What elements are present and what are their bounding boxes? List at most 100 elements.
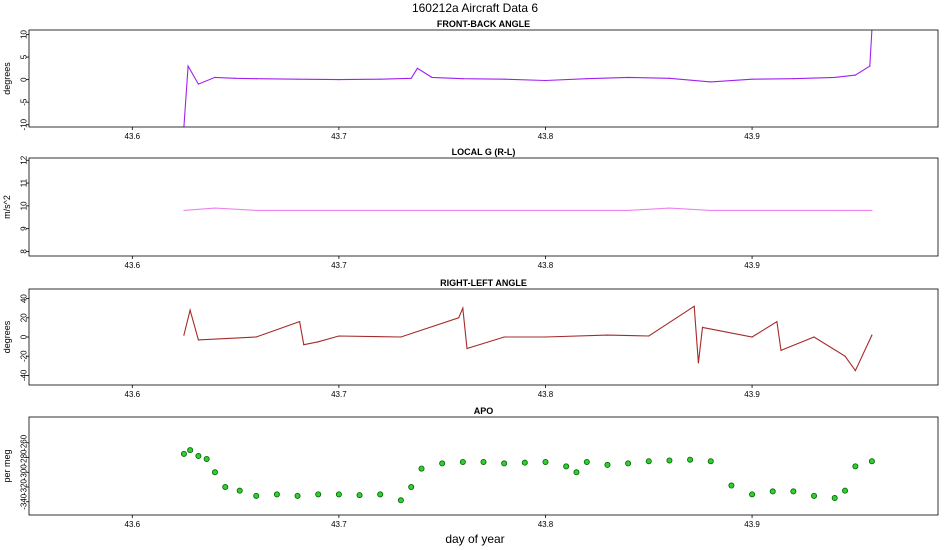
data-point — [751, 209, 753, 212]
data-point — [583, 458, 590, 465]
series-1 — [180, 447, 875, 504]
data-point — [868, 458, 875, 465]
data-point — [255, 336, 257, 338]
y-axis-label: degrees — [2, 62, 12, 95]
data-point — [379, 78, 381, 80]
data-point — [627, 209, 629, 212]
data-point — [503, 78, 505, 80]
data-point — [338, 335, 340, 337]
data-point — [439, 460, 446, 467]
data-point — [466, 347, 468, 350]
panel-title: RIGHT-LEFT ANGLE — [440, 278, 527, 288]
data-point — [842, 487, 849, 494]
data-point — [710, 81, 712, 83]
data-point — [234, 77, 237, 79]
data-point — [462, 209, 464, 212]
data-point — [710, 209, 712, 212]
data-point — [214, 76, 216, 78]
data-point — [563, 463, 570, 470]
panel-4: APO per meg -340-320-300-280-260 43.6 43.7 43… — [2, 406, 939, 529]
panel-1: FRONT-BACK ANGLE degrees -10 -5 0 5 10 43.6 43.7… — [2, 19, 939, 141]
series-line — [183, 305, 873, 372]
data-point — [197, 339, 200, 341]
y-tick-label: -10 — [20, 118, 29, 130]
data-point — [852, 463, 859, 470]
data-point — [501, 460, 508, 467]
y-axis-label: per meg — [2, 449, 12, 482]
data-point — [273, 491, 280, 498]
data-point — [183, 209, 185, 212]
x-tick-label: 43.8 — [538, 390, 554, 399]
data-point — [180, 450, 187, 457]
data-point — [606, 334, 609, 336]
y-tick-label: 0 — [20, 334, 29, 339]
data-point — [408, 483, 415, 490]
data-point — [189, 309, 191, 311]
data-point — [604, 461, 611, 468]
panel-title: APO — [474, 406, 494, 416]
data-point — [701, 326, 704, 328]
data-point — [790, 488, 797, 495]
panel-title: FRONT-BACK ANGLE — [437, 19, 530, 29]
data-point — [315, 491, 322, 498]
x-tick-label: 43.6 — [125, 261, 141, 270]
data-point — [410, 77, 412, 79]
y-axis-label: m/s^2 — [2, 195, 12, 219]
data-point — [203, 455, 210, 462]
data-point — [751, 78, 753, 80]
data-point — [542, 458, 549, 465]
x-tick-label: 43.7 — [331, 261, 347, 270]
panel-title: LOCAL G (R-L) — [452, 147, 516, 157]
x-tick-label: 43.6 — [125, 520, 141, 529]
data-point — [834, 209, 836, 212]
x-tick-label: 43.9 — [744, 261, 760, 270]
data-point — [728, 482, 735, 489]
data-point — [296, 78, 299, 80]
data-point — [811, 492, 818, 499]
data-point — [222, 483, 229, 490]
y-tick-label: 8 — [20, 249, 29, 254]
data-point — [871, 209, 873, 212]
data-point — [338, 209, 340, 212]
y-tick-label: -340 — [20, 493, 29, 510]
data-point — [377, 491, 384, 498]
y-tick-label: 10 — [20, 201, 29, 210]
data-point — [303, 344, 305, 346]
data-point — [335, 491, 342, 498]
y-tick-label: 12 — [20, 155, 29, 164]
plot-frame — [28, 288, 939, 386]
series-line — [183, 207, 872, 211]
data-point — [317, 341, 319, 343]
plot-frame — [28, 29, 939, 128]
y-tick-label: -20 — [20, 350, 29, 362]
x-tick-label: 43.7 — [331, 520, 347, 529]
data-point — [813, 336, 815, 338]
data-point — [544, 79, 547, 82]
y-tick-label: 40 — [20, 294, 29, 303]
y-tick-label: 10 — [20, 30, 29, 39]
y-tick-label: 0 — [20, 77, 29, 82]
y-axis-label: degrees — [2, 320, 12, 353]
data-point — [418, 465, 425, 472]
data-point — [458, 317, 460, 319]
data-point — [253, 492, 260, 499]
data-point — [480, 458, 487, 465]
data-point — [776, 321, 778, 323]
data-point — [197, 83, 200, 85]
data-point — [792, 78, 794, 80]
y-tick-label: -280 — [20, 449, 29, 466]
y-tick-label: 9 — [20, 226, 29, 231]
plot-frame — [28, 157, 939, 257]
data-point — [544, 336, 547, 338]
data-point — [214, 207, 216, 209]
data-point — [668, 207, 671, 209]
x-tick-label: 43.9 — [744, 520, 760, 529]
y-tick-label: 20 — [20, 313, 29, 322]
data-point — [573, 469, 580, 476]
y-tick-label: -320 — [20, 478, 29, 495]
data-point — [195, 453, 202, 460]
data-point — [697, 362, 699, 364]
x-tick-label: 43.9 — [744, 390, 760, 399]
x-tick-label: 43.8 — [538, 261, 554, 270]
data-point — [397, 497, 404, 504]
